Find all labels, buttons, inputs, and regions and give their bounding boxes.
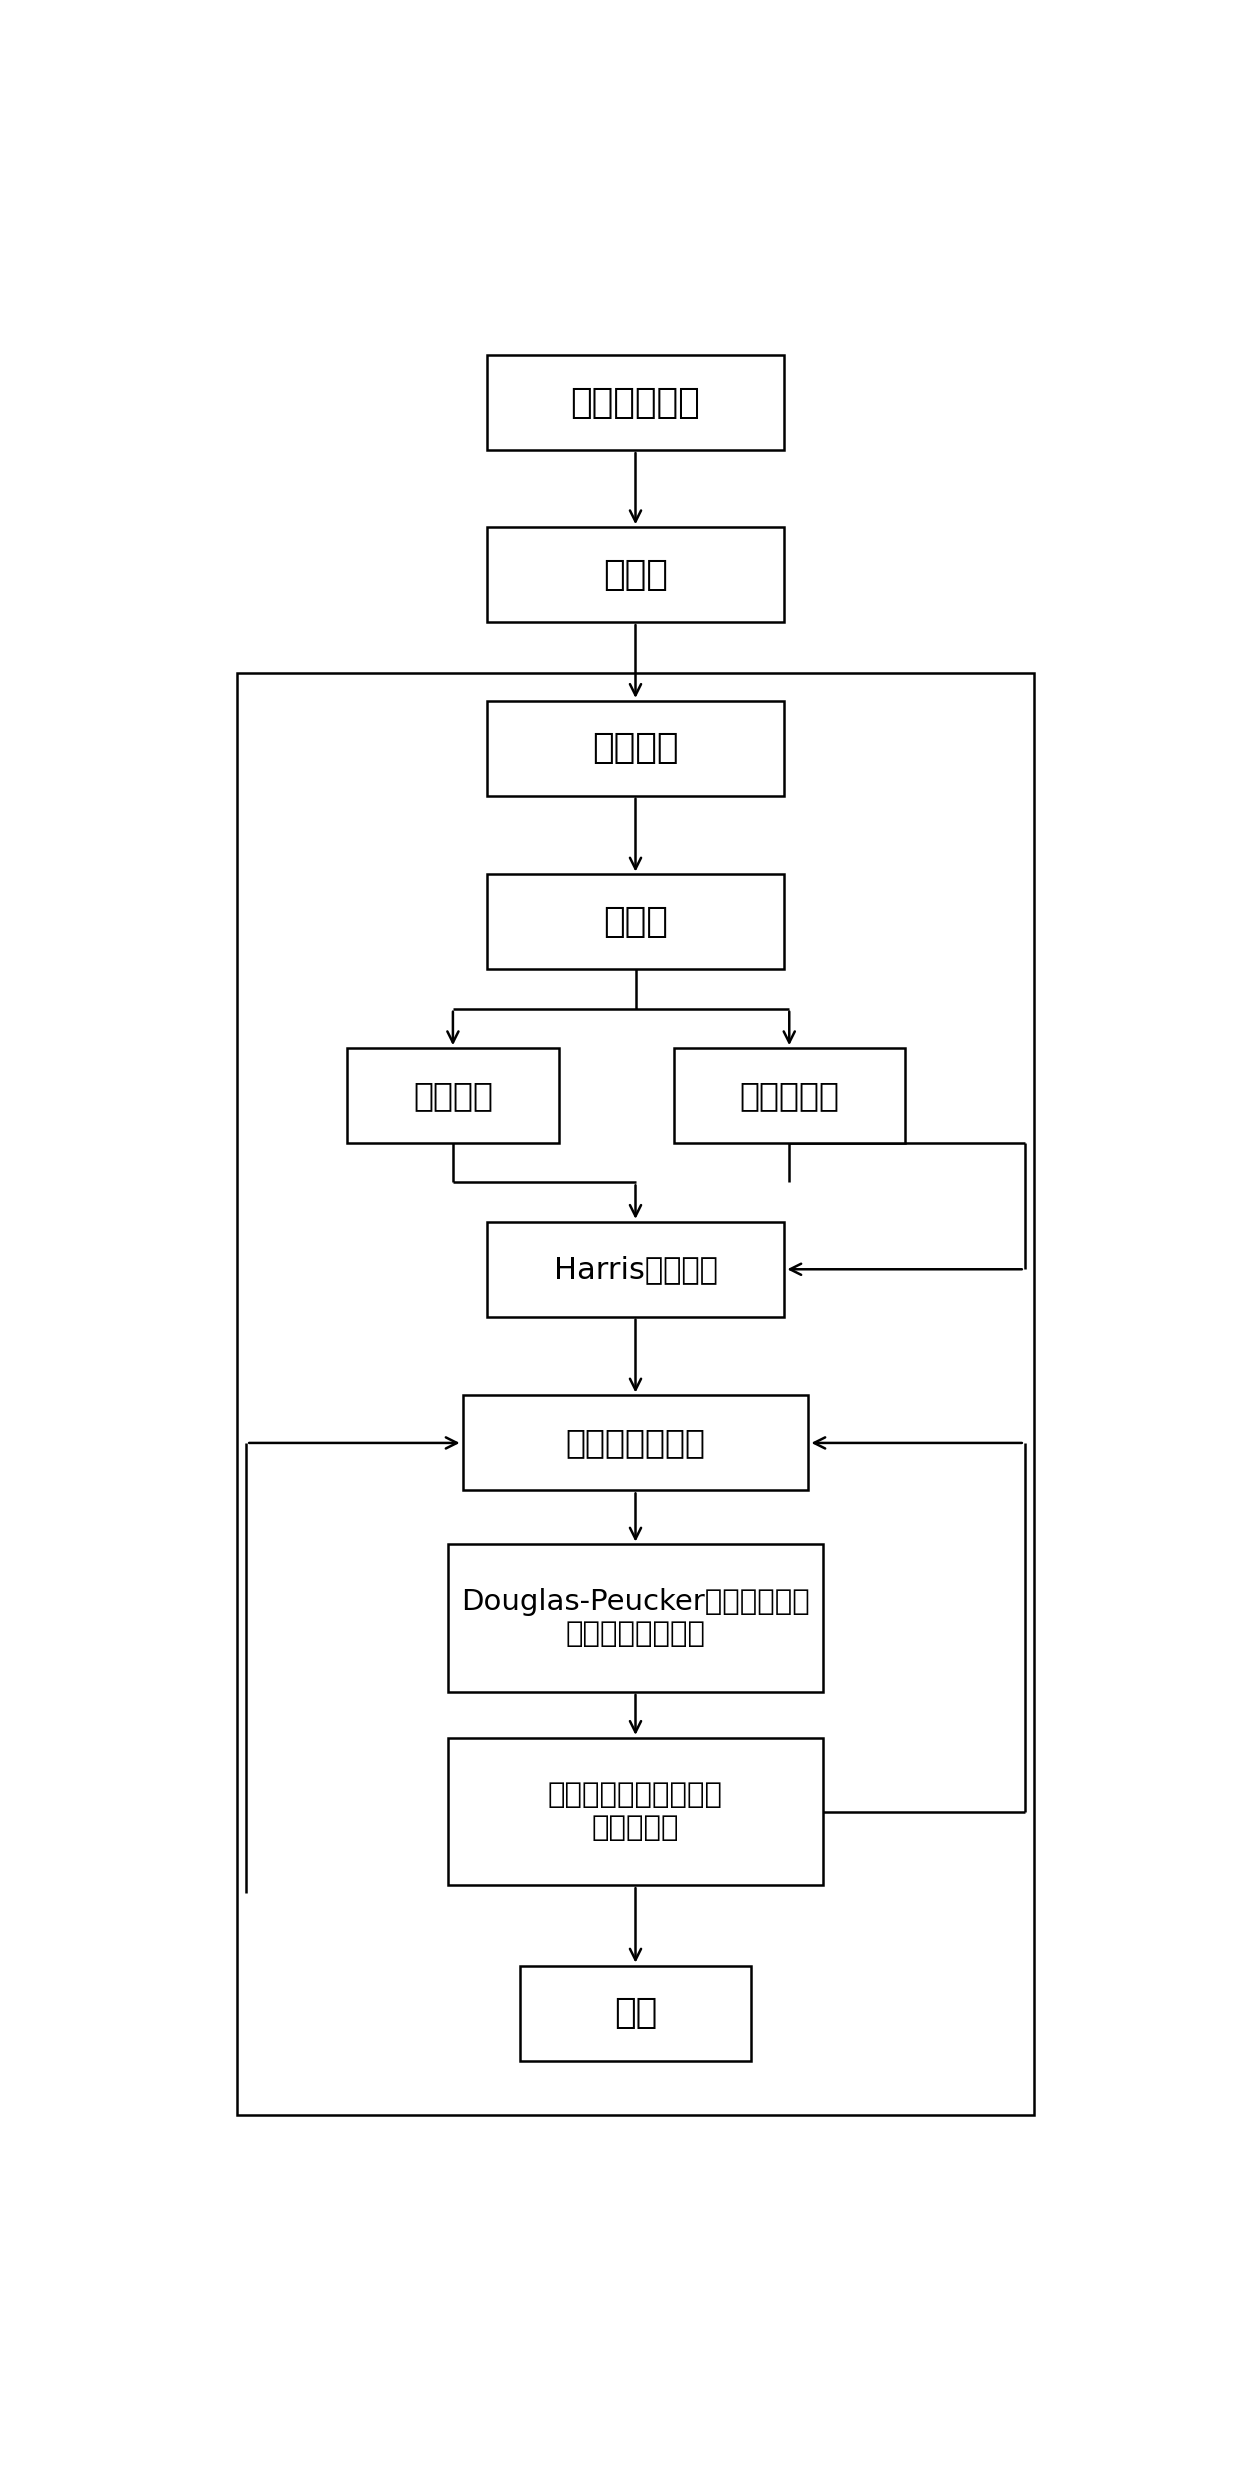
Text: 预处理: 预处理 <box>603 558 668 592</box>
Text: 结束: 结束 <box>614 1997 657 2031</box>
Text: 血管段连通区域: 血管段连通区域 <box>565 1427 706 1459</box>
Bar <box>486 701 785 795</box>
Bar <box>486 874 785 970</box>
Bar <box>486 528 785 622</box>
Bar <box>486 355 785 449</box>
Bar <box>347 1049 559 1143</box>
Bar <box>521 1965 751 2061</box>
Bar <box>675 1049 905 1143</box>
Text: 边界化处理: 边界化处理 <box>739 1079 839 1113</box>
Text: 血管分割: 血管分割 <box>593 731 678 765</box>
Bar <box>448 1737 823 1886</box>
Bar <box>448 1545 823 1693</box>
Bar <box>463 1394 808 1491</box>
Bar <box>237 674 1034 2115</box>
Text: Harris角点检测: Harris角点检测 <box>553 1254 718 1283</box>
Text: 创建迭代半圆窗口测量
血管段管径: 创建迭代半圆窗口测量 血管段管径 <box>548 1782 723 1841</box>
Bar <box>486 1222 785 1318</box>
Text: Douglas-Peucker算法近似血管
中心线求血管方向: Douglas-Peucker算法近似血管 中心线求血管方向 <box>461 1587 810 1649</box>
Text: 输入眼底图像: 输入眼底图像 <box>570 385 701 420</box>
Text: 细化处理: 细化处理 <box>413 1079 494 1113</box>
Text: 后处理: 后处理 <box>603 906 668 938</box>
